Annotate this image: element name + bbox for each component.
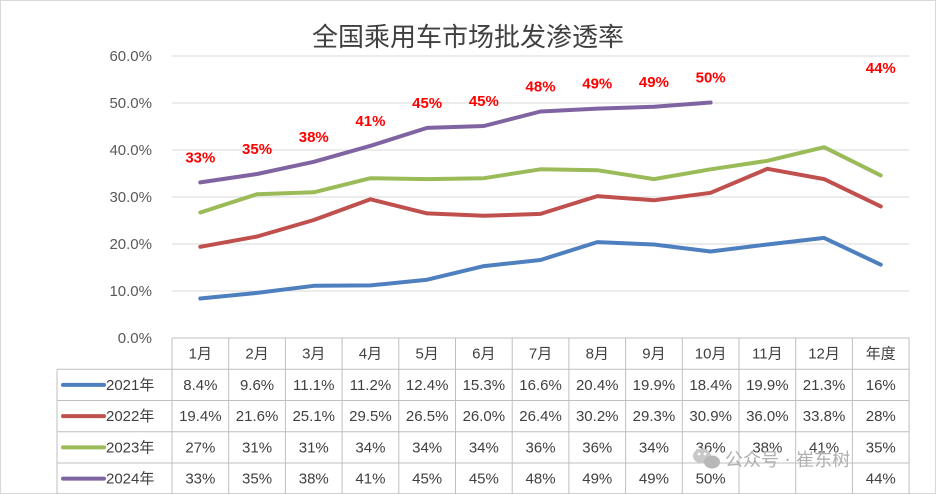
data-label: 49% bbox=[639, 74, 669, 91]
y-tick-label: 30.0% bbox=[109, 189, 152, 206]
table-cell: 38% bbox=[299, 471, 329, 488]
series-line bbox=[198, 145, 883, 215]
table-cell: 11.1% bbox=[293, 377, 334, 394]
table-cell: 41% bbox=[355, 471, 385, 488]
table-cell: 45% bbox=[412, 471, 442, 488]
table-cell: 41% bbox=[809, 439, 839, 456]
x-category-label: 5月 bbox=[415, 346, 438, 363]
series-lines bbox=[198, 103, 883, 301]
table-cell: 19.9% bbox=[746, 377, 789, 394]
chart-title: 全国乘用车市场批发渗透率 bbox=[312, 23, 624, 53]
y-tick-label: 20.0% bbox=[109, 236, 152, 253]
table-cell: 19.9% bbox=[633, 377, 676, 394]
table-cell: 12.4% bbox=[406, 377, 449, 394]
table-cell: 16.6% bbox=[519, 377, 562, 394]
data-label: 33% bbox=[185, 149, 215, 166]
table-cell: 44% bbox=[866, 471, 896, 488]
y-tick-label: 40.0% bbox=[109, 142, 152, 159]
table-cell: 30.9% bbox=[689, 408, 732, 425]
table-cell: 21.3% bbox=[803, 377, 846, 394]
table-cell: 36% bbox=[582, 439, 612, 456]
table-cell: 33.8% bbox=[803, 408, 846, 425]
table-cell: 29.3% bbox=[633, 408, 676, 425]
data-table: 1月 2月 3月 4月 5月 6月 7月 8月 9月 10月 11月 12月 年度 2021年 8.4% 9.… bbox=[56, 337, 910, 494]
data-label: 35% bbox=[242, 141, 272, 158]
table-cell: 34% bbox=[469, 439, 499, 456]
table-cell: 28% bbox=[866, 408, 896, 425]
data-label: 45% bbox=[469, 93, 499, 110]
wechat-icon bbox=[693, 448, 720, 469]
table-cell: 49% bbox=[639, 471, 669, 488]
table-cell: 35% bbox=[242, 471, 272, 488]
watermark-text: 公众号 · 崔东树 bbox=[725, 450, 850, 471]
table-cell: 26.0% bbox=[463, 408, 506, 425]
table-cell: 34% bbox=[639, 439, 669, 456]
table-cell: 38% bbox=[752, 439, 782, 456]
table-cell: 29.5% bbox=[349, 408, 392, 425]
table-cell: 34% bbox=[412, 439, 442, 456]
table-cell: 31% bbox=[242, 439, 272, 456]
x-category-label: 12月 bbox=[808, 346, 840, 363]
data-label: 49% bbox=[582, 76, 612, 93]
table-cell: 50% bbox=[696, 471, 726, 488]
series-line bbox=[198, 235, 883, 301]
table-cell: 27% bbox=[185, 439, 215, 456]
legend-label: 2022年 bbox=[106, 408, 154, 425]
x-category-label: 8月 bbox=[586, 346, 609, 363]
y-tick-label: 60.0% bbox=[109, 48, 152, 65]
x-category-label: 9月 bbox=[642, 346, 665, 363]
table-cell: 8.4% bbox=[183, 377, 217, 394]
data-label: 38% bbox=[299, 129, 329, 146]
table-cell: 26.5% bbox=[406, 408, 449, 425]
x-category-label: 3月 bbox=[302, 346, 325, 363]
legend-label: 2023年 bbox=[106, 439, 154, 456]
x-category-label: 10月 bbox=[695, 346, 727, 363]
data-label: 41% bbox=[355, 113, 385, 130]
table-cell: 36% bbox=[526, 439, 556, 456]
table-cell: 33% bbox=[185, 471, 215, 488]
table-cell: 48% bbox=[526, 471, 556, 488]
table-cell: 18.4% bbox=[689, 377, 732, 394]
x-category-label: 11月 bbox=[752, 346, 783, 363]
table-cell: 20.4% bbox=[576, 377, 619, 394]
table-cell: 31% bbox=[299, 439, 329, 456]
table-cell: 15.3% bbox=[463, 377, 506, 394]
y-tick-label: 10.0% bbox=[109, 283, 152, 300]
series-line bbox=[198, 166, 883, 249]
table-cell: 35% bbox=[866, 439, 896, 456]
data-labels: 33% 35% 38% 41% 45% 45% 48% 49% 49% 50% 44% bbox=[185, 60, 895, 166]
table-cell: 19.4% bbox=[179, 408, 222, 425]
table-cell: 25.1% bbox=[292, 408, 335, 425]
x-category-label: 4月 bbox=[359, 346, 382, 363]
data-label: 48% bbox=[526, 78, 556, 95]
data-label: 44% bbox=[866, 60, 896, 77]
table-cell: 16% bbox=[866, 377, 896, 394]
x-category-label: 7月 bbox=[529, 346, 552, 363]
x-category-label: 1月 bbox=[189, 346, 212, 363]
watermark: 公众号 · 崔东树 bbox=[693, 448, 850, 471]
x-category-label: 年度 bbox=[866, 346, 896, 363]
table-cell: 34% bbox=[355, 439, 385, 456]
table-cell: 11.2% bbox=[350, 377, 391, 394]
data-label: 45% bbox=[412, 95, 442, 112]
x-category-label: 6月 bbox=[472, 346, 495, 363]
y-tick-label: 0.0% bbox=[118, 330, 152, 347]
table-cell: 45% bbox=[469, 471, 499, 488]
table-cell: 30.2% bbox=[576, 408, 619, 425]
y-axis: 0.0% 10.0% 20.0% 30.0% 40.0% 50.0% 60.0% bbox=[109, 48, 152, 347]
table-cell: 21.6% bbox=[236, 408, 279, 425]
table-cell: 36.0% bbox=[746, 408, 789, 425]
legend-label: 2024年 bbox=[106, 471, 154, 488]
data-label: 50% bbox=[696, 70, 726, 87]
legend-label: 2021年 bbox=[106, 377, 154, 394]
y-tick-label: 50.0% bbox=[109, 95, 152, 112]
table-cell: 26.4% bbox=[519, 408, 562, 425]
table-cell: 9.6% bbox=[240, 377, 274, 394]
x-category-label: 2月 bbox=[245, 346, 268, 363]
table-cell: 49% bbox=[582, 471, 612, 488]
